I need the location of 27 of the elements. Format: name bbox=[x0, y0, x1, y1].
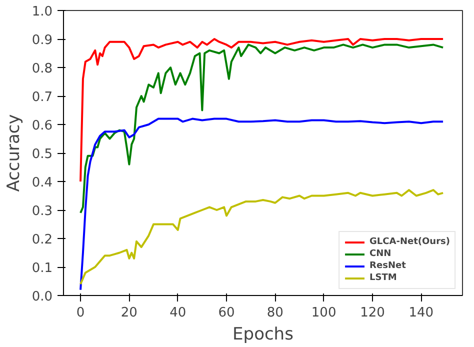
x-tick-label: 80 bbox=[266, 306, 284, 320]
legend-label: ResNet bbox=[370, 261, 406, 271]
legend-label: LSTM bbox=[370, 273, 397, 283]
legend-label: CNN bbox=[370, 249, 392, 259]
y-tick-label: 0.6 bbox=[32, 118, 53, 134]
x-tick-label: 120 bbox=[360, 306, 385, 320]
y-tick-label: 0.2 bbox=[32, 232, 53, 248]
y-tick-label: 0.8 bbox=[32, 62, 53, 76]
y-axis-title: Accuracy bbox=[4, 114, 24, 192]
x-tick-label: 20 bbox=[120, 306, 138, 320]
x-axis-title: Epochs bbox=[232, 324, 294, 344]
y-tick-label: 0.0 bbox=[32, 290, 53, 304]
x-tick-label: 100 bbox=[311, 306, 336, 320]
line-series bbox=[80, 44, 444, 214]
y-tick-label: 0.7 bbox=[32, 90, 53, 105]
y-tick-label: 0.3 bbox=[32, 204, 53, 219]
y-tick-label: 0.5 bbox=[32, 147, 53, 162]
y-tick-label: 0.9 bbox=[32, 33, 53, 48]
legend-label: GLCA-Net(Ours) bbox=[370, 237, 450, 247]
y-tick-label: 1.0 bbox=[32, 4, 53, 20]
x-tick-label: 60 bbox=[218, 306, 235, 320]
y-tick-label: 0.4 bbox=[32, 176, 53, 190]
y-tick-label: 0.1 bbox=[32, 261, 53, 276]
x-tick-label: 0 bbox=[76, 306, 85, 320]
x-tick-label: 140 bbox=[408, 306, 434, 320]
line-series bbox=[80, 38, 444, 182]
x-tick-label: 40 bbox=[170, 306, 186, 320]
